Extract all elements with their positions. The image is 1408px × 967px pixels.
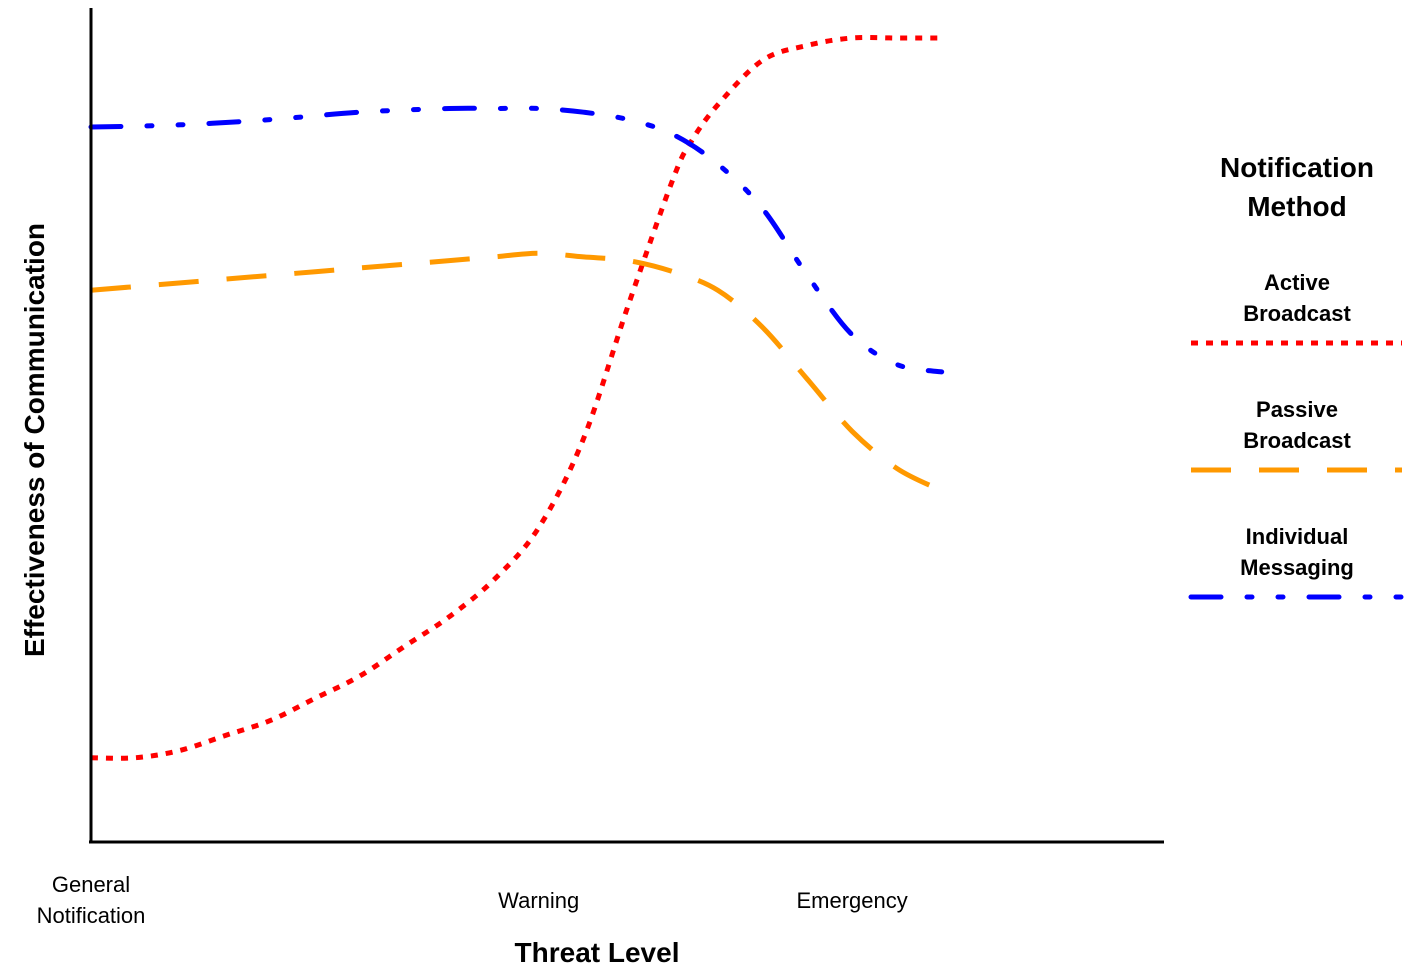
legend-title: Notification Method [1220, 152, 1374, 222]
y-axis-title: Effectiveness of Communication [19, 223, 50, 657]
legend-label-individual-messaging: Individual Messaging [1240, 524, 1354, 580]
legend-label-active-broadcast: Active Broadcast [1243, 270, 1351, 326]
series-line-active-broadcast [90, 34, 942, 761]
series-line-individual-messaging [88, 105, 945, 375]
series-line-passive-broadcast [90, 250, 943, 493]
x-tick-labels: General Notification Warning Emergency [37, 872, 908, 928]
x-tick-label-general-notification: General Notification [37, 872, 146, 928]
x-tick-label-warning: Warning [498, 888, 579, 913]
x-tick-label-emergency: Emergency [796, 888, 907, 913]
legend-label-passive-broadcast: Passive Broadcast [1243, 397, 1351, 453]
x-axis-title: Threat Level [515, 937, 680, 967]
plot-lines [88, 34, 945, 761]
legend: Notification Method Active Broadcast Passive… [1188, 152, 1405, 600]
